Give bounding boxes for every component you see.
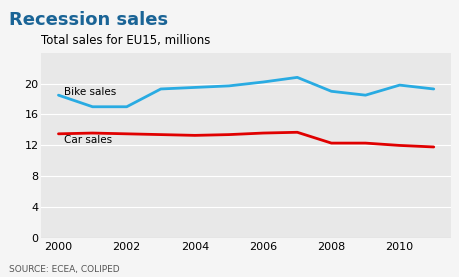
Text: Recession sales: Recession sales	[9, 11, 168, 29]
Text: Car sales: Car sales	[63, 135, 112, 145]
Text: SOURCE: ECEA, COLIPED: SOURCE: ECEA, COLIPED	[9, 265, 119, 274]
Text: Total sales for EU15, millions: Total sales for EU15, millions	[41, 34, 210, 47]
Text: Bike sales: Bike sales	[63, 87, 116, 97]
